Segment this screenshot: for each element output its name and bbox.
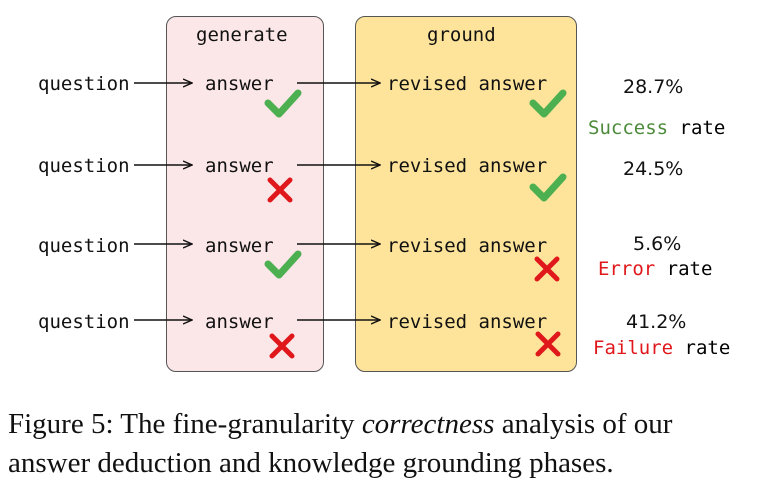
revised-answer-label: revised answer	[387, 155, 548, 177]
error-rate-label: Error rate	[598, 258, 712, 280]
percent-value: 5.6%	[633, 233, 682, 255]
percent-value: 28.7%	[623, 76, 684, 98]
answer-label: answer	[205, 311, 274, 333]
revised-answer-label: revised answer	[387, 73, 548, 95]
cross-icon	[534, 256, 560, 282]
caption-suffix: analysis of our answer deduction and kno…	[8, 408, 673, 479]
answer-label: answer	[205, 235, 274, 257]
figure-caption: Figure 5: The fine-granularity correctne…	[8, 405, 758, 483]
question-label: question	[38, 155, 130, 177]
answer-label: answer	[205, 73, 274, 95]
revised-answer-label: revised answer	[387, 311, 548, 333]
percent-value: 24.5%	[623, 158, 684, 180]
rate-suffix: rate	[655, 258, 713, 280]
caption-emphasis: correctness	[361, 408, 495, 440]
cross-icon	[269, 333, 295, 359]
percent-value: 41.2%	[626, 311, 687, 333]
cross-icon	[267, 177, 293, 203]
failure-word: Failure	[593, 337, 674, 359]
rate-suffix: rate	[673, 337, 731, 359]
answer-label: answer	[205, 155, 274, 177]
correctness-diagram: generate ground question answer revised …	[38, 0, 730, 372]
error-word: Error	[598, 258, 656, 280]
question-label: question	[38, 73, 130, 95]
generate-panel	[166, 16, 324, 372]
success-word: Success	[588, 117, 669, 139]
failure-rate-label: Failure rate	[593, 337, 730, 359]
question-label: question	[38, 311, 130, 333]
generate-header: generate	[196, 24, 288, 46]
check-icon	[264, 250, 302, 279]
rate-suffix: rate	[668, 117, 726, 139]
success-rate-label: Success rate	[588, 117, 725, 139]
check-icon	[264, 89, 302, 118]
check-icon	[529, 173, 567, 202]
ground-header: ground	[427, 24, 496, 46]
cross-icon	[535, 331, 561, 357]
caption-prefix: Figure 5: The fine-granularity	[8, 408, 362, 440]
arrows-layer	[134, 0, 567, 359]
revised-answer-label: revised answer	[387, 235, 548, 257]
check-icon	[529, 89, 567, 118]
question-label: question	[38, 235, 130, 257]
